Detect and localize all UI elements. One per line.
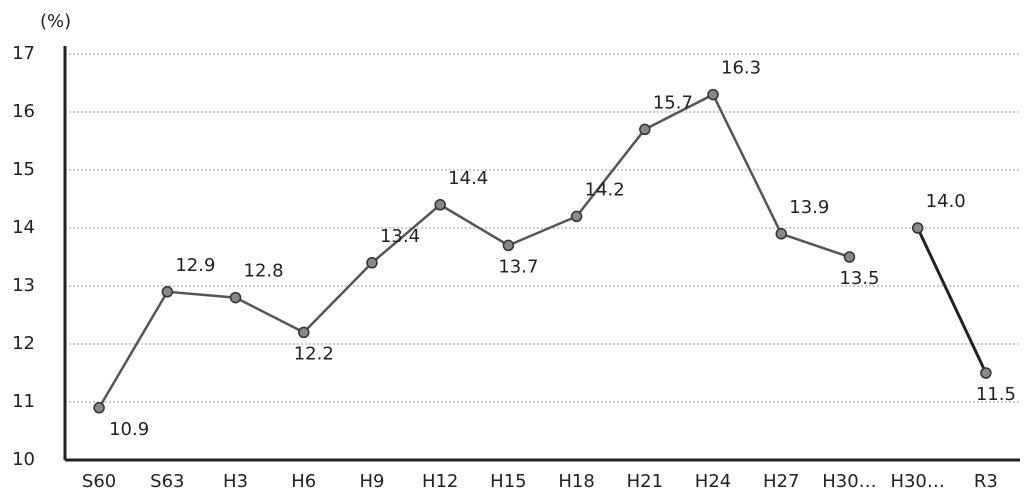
x-tick-label: S60: [82, 471, 116, 492]
data-label: 15.7: [653, 92, 693, 113]
x-tick-label: H3: [223, 471, 248, 492]
point: [843, 251, 856, 263]
data-label: 13.5: [839, 268, 879, 289]
x-tick-label: H6: [291, 471, 316, 492]
series-line: [916, 227, 988, 374]
point: [366, 257, 378, 269]
y-tick-label: 13: [12, 275, 35, 296]
data-label: 12.8: [244, 261, 284, 282]
x-tick-label: R3: [974, 471, 998, 492]
data-label: 13.9: [789, 197, 829, 218]
x-tick-label: H24: [695, 471, 731, 492]
point: [229, 291, 242, 304]
x-tick-label: H18: [558, 471, 594, 492]
y-tick-label: 17: [12, 43, 35, 64]
data-label: 14.0: [926, 191, 966, 212]
y-tick-label: 15: [12, 159, 35, 180]
x-tick-label: H30…: [890, 471, 944, 492]
x-tick-label: H12: [422, 471, 458, 492]
data-label: 11.5: [976, 384, 1016, 405]
point: [298, 326, 310, 339]
x-tick-label: H21: [627, 471, 663, 492]
data-label: 14.2: [585, 179, 625, 200]
y-axis-label: (%): [40, 11, 71, 32]
x-tick-label: H30…: [822, 471, 876, 492]
point: [707, 88, 719, 101]
data-label: 13.7: [498, 256, 538, 277]
y-tick-label: 16: [12, 101, 35, 122]
point: [911, 222, 924, 234]
data-label: 13.4: [380, 226, 420, 247]
point: [502, 239, 515, 252]
data-label: 12.9: [175, 255, 215, 276]
x-tick-label: H9: [359, 471, 384, 492]
point: [980, 367, 992, 379]
series-line: [98, 92, 850, 409]
x-tick-label: H15: [490, 471, 526, 492]
point: [570, 210, 583, 223]
point: [639, 123, 651, 136]
x-tick-label: S63: [150, 471, 184, 492]
point: [434, 199, 446, 211]
data-label: 14.4: [448, 168, 488, 189]
point: [93, 402, 105, 414]
y-tick-label: 14: [12, 217, 35, 238]
data-label: 16.3: [721, 58, 761, 79]
point: [775, 228, 787, 240]
x-tick-label: H27: [763, 471, 799, 492]
point: [161, 286, 174, 298]
data-label: 10.9: [109, 419, 149, 440]
data-label: 12.2: [294, 343, 334, 364]
y-tick-label: 10: [12, 449, 35, 470]
y-tick-label: 11: [12, 391, 35, 412]
y-tick-label: 12: [12, 333, 35, 354]
